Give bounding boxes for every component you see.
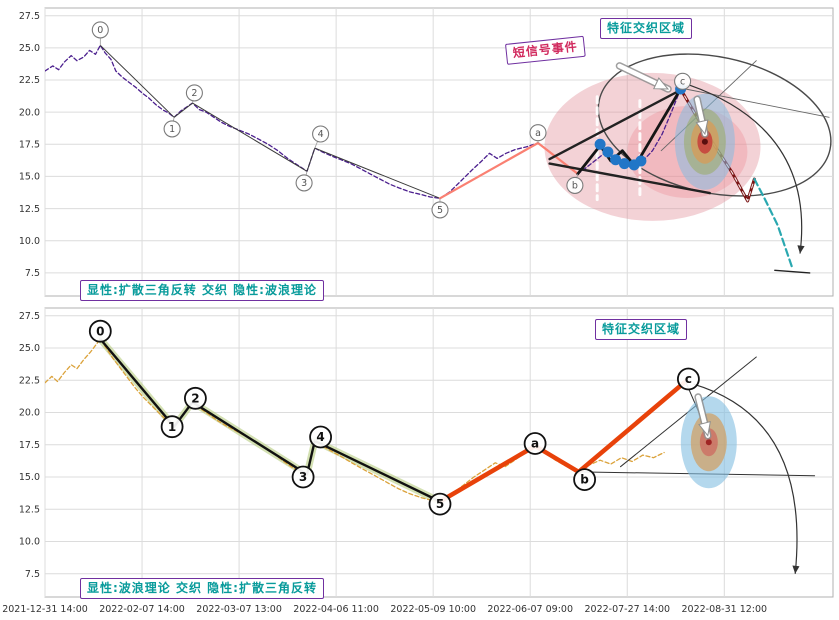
svg-text:10.0: 10.0 <box>19 236 40 247</box>
svg-text:22.5: 22.5 <box>19 375 40 386</box>
svg-text:20.0: 20.0 <box>19 408 40 419</box>
svg-text:10.0: 10.0 <box>19 537 40 548</box>
svg-text:4: 4 <box>316 430 324 444</box>
x-tick-label: 2022-06-07 09:00 <box>487 604 573 615</box>
svg-text:2: 2 <box>191 88 197 99</box>
svg-text:0: 0 <box>96 324 104 338</box>
svg-text:27.5: 27.5 <box>19 311 40 322</box>
svg-text:22.5: 22.5 <box>19 75 40 86</box>
svg-text:25.0: 25.0 <box>19 343 40 354</box>
svg-text:25.0: 25.0 <box>19 43 40 54</box>
svg-text:12.5: 12.5 <box>19 204 40 215</box>
bottom-region-label: 特征交织区域 <box>595 319 688 340</box>
top-region-label: 特征交织区域 <box>600 18 693 39</box>
x-tick-label: 2022-04-06 11:00 <box>293 604 379 615</box>
svg-text:17.5: 17.5 <box>19 440 40 451</box>
svg-text:15.0: 15.0 <box>19 172 40 183</box>
x-tick-label: 2022-03-07 13:00 <box>196 604 282 615</box>
svg-text:a: a <box>535 128 541 139</box>
bottom-formula-label: 显性:波浪理论 交织 隐性:扩散三角反转 <box>80 578 324 599</box>
svg-text:a: a <box>531 437 539 451</box>
svg-text:5: 5 <box>437 205 443 216</box>
svg-text:c: c <box>680 77 685 88</box>
x-tick-label: 2022-08-31 12:00 <box>681 604 767 615</box>
top-formula-label: 显性:扩散三角反转 交织 隐性:波浪理论 <box>80 280 324 301</box>
svg-text:17.5: 17.5 <box>19 139 40 150</box>
panel-bottom: 27.5 25.0 22.5 20.0 17.5 15.0 12.5 10.0 7.5 0 1 2 3 4… <box>19 307 834 598</box>
svg-text:0: 0 <box>97 25 103 36</box>
panel-top: 27.5 25.0 22.5 20.0 17.5 15.0 12.5 10.0 7.5 0 1 2 3 4… <box>19 7 834 297</box>
svg-text:12.5: 12.5 <box>19 504 40 515</box>
svg-text:15.0: 15.0 <box>19 472 40 483</box>
svg-text:7.5: 7.5 <box>25 268 40 279</box>
panel-bottom-plot <box>45 335 816 574</box>
svg-text:b: b <box>572 181 578 192</box>
svg-text:b: b <box>580 473 589 487</box>
x-tick-label: 2022-05-09 10:00 <box>390 604 476 615</box>
svg-text:4: 4 <box>318 129 324 140</box>
panel-top-plot <box>45 44 832 274</box>
svg-text:2: 2 <box>191 391 199 405</box>
svg-text:7.5: 7.5 <box>25 569 40 580</box>
x-tick-label: 2022-02-07 14:00 <box>99 604 185 615</box>
x-tick-label: 2021-12-31 14:00 <box>2 604 88 615</box>
x-tick-label: 2022-07-27 14:00 <box>584 604 670 615</box>
svg-text:20.0: 20.0 <box>19 107 40 118</box>
svg-text:1: 1 <box>168 420 176 434</box>
svg-text:5: 5 <box>436 497 444 511</box>
svg-text:3: 3 <box>299 470 307 484</box>
svg-text:27.5: 27.5 <box>19 11 40 22</box>
svg-text:3: 3 <box>301 178 307 189</box>
svg-text:1: 1 <box>169 124 175 135</box>
svg-text:c: c <box>685 372 692 386</box>
